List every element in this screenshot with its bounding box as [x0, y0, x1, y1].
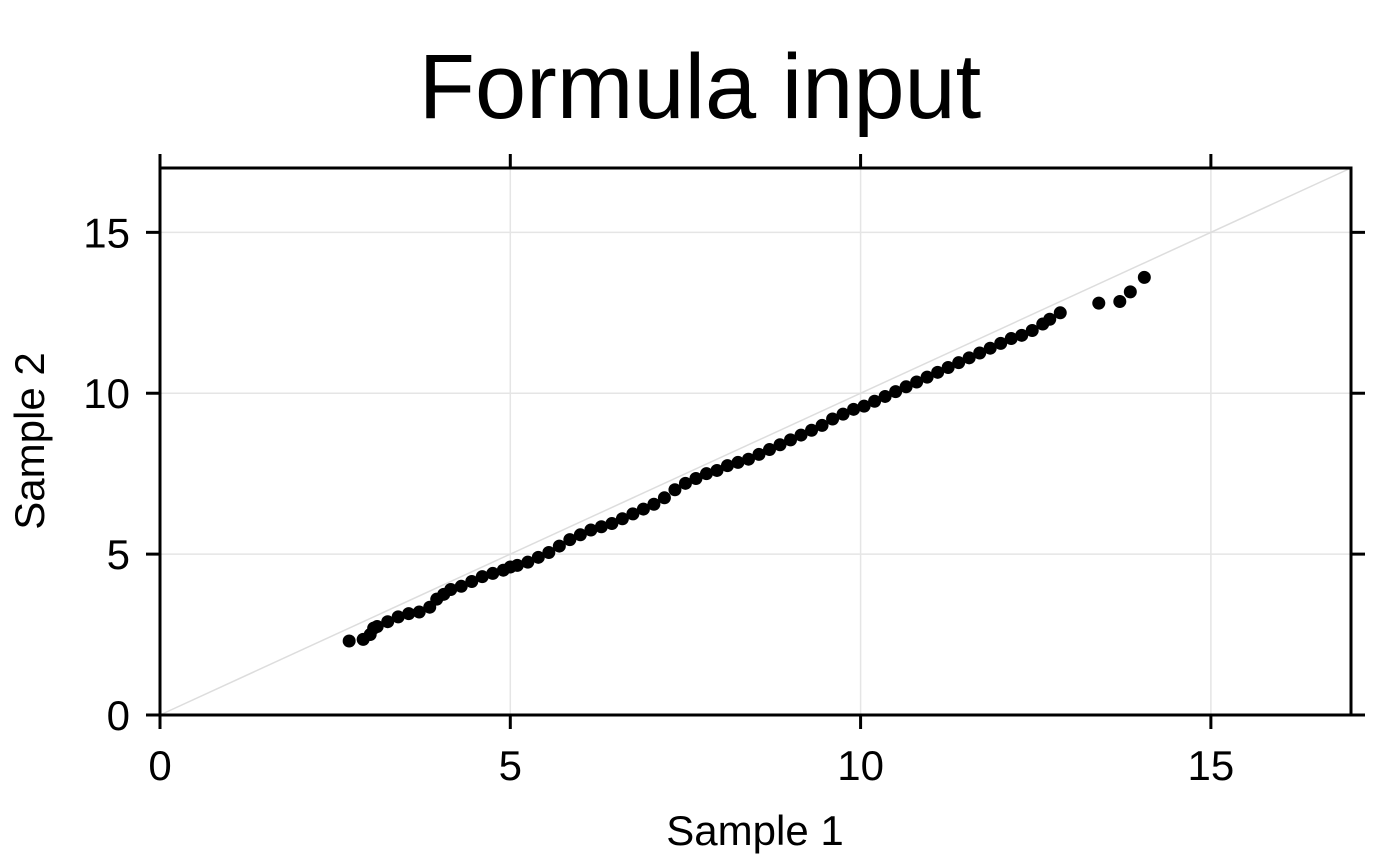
data-point	[763, 443, 777, 457]
data-point	[920, 370, 934, 384]
data-point	[678, 476, 692, 490]
data-point	[342, 634, 356, 648]
data-point	[899, 380, 913, 394]
data-point	[605, 517, 619, 531]
data-point	[636, 502, 650, 516]
data-point	[531, 550, 545, 564]
data-point	[615, 512, 629, 526]
data-point	[370, 620, 384, 634]
data-point	[731, 455, 745, 469]
data-point	[444, 583, 458, 597]
data-point	[962, 351, 976, 365]
data-point	[584, 523, 598, 537]
data-point	[710, 463, 724, 477]
data-point	[815, 418, 829, 432]
data-points	[342, 270, 1151, 648]
data-point	[510, 558, 524, 572]
data-point	[573, 528, 587, 542]
data-point	[402, 607, 416, 621]
data-point	[1053, 306, 1067, 320]
data-point	[465, 574, 479, 588]
data-point	[773, 438, 787, 452]
y-tick-label: 5	[107, 531, 130, 578]
data-point	[657, 491, 671, 505]
data-point	[868, 394, 882, 408]
data-point	[1043, 312, 1057, 326]
y-tick-label: 0	[107, 692, 130, 739]
data-point	[486, 566, 500, 580]
axis-ticks: 0 5 10 15 0 5 10 15	[83, 154, 1365, 789]
data-point	[1004, 332, 1018, 346]
data-point	[1123, 285, 1137, 299]
data-point	[475, 570, 489, 584]
data-point	[878, 389, 892, 403]
data-point	[952, 356, 966, 370]
data-point	[412, 605, 426, 619]
data-point	[857, 399, 871, 413]
data-point	[720, 459, 734, 473]
y-tick-label: 10	[83, 370, 130, 417]
data-point	[391, 610, 405, 624]
data-point	[784, 433, 798, 447]
data-point	[847, 402, 861, 416]
grid	[160, 168, 1351, 715]
chart-title: Formula input	[419, 36, 981, 138]
x-axis-label: Sample 1	[666, 807, 843, 854]
reference-line	[159, 167, 1352, 716]
x-tick-label: 5	[499, 742, 522, 789]
data-point	[941, 360, 955, 374]
data-point	[521, 555, 535, 569]
data-point	[836, 407, 850, 421]
data-point	[889, 385, 903, 399]
data-point	[542, 546, 556, 560]
data-point	[626, 507, 640, 521]
x-tick-label: 0	[148, 742, 171, 789]
data-point	[752, 447, 766, 461]
data-point	[1113, 295, 1127, 309]
data-point	[1092, 296, 1106, 310]
data-point	[931, 365, 945, 379]
data-point	[689, 472, 703, 486]
data-point	[994, 336, 1008, 350]
data-point	[563, 533, 577, 547]
data-point	[454, 579, 468, 593]
y-tick-label: 15	[83, 209, 130, 256]
data-point	[647, 497, 661, 511]
data-point	[973, 346, 987, 360]
data-point	[741, 452, 755, 466]
data-point	[552, 539, 566, 553]
data-point	[1025, 323, 1039, 337]
data-point	[805, 423, 819, 437]
data-point	[594, 520, 608, 534]
data-point	[699, 467, 713, 481]
plot-frame	[158, 166, 1353, 717]
data-point	[381, 615, 395, 629]
y-axis-label: Sample 2	[6, 352, 53, 529]
data-point	[826, 412, 840, 426]
data-point	[983, 341, 997, 355]
data-point	[1015, 328, 1029, 342]
data-point	[1137, 270, 1151, 284]
x-tick-label: 15	[1188, 742, 1235, 789]
x-tick-label: 10	[837, 742, 884, 789]
data-point	[668, 483, 682, 497]
data-point	[910, 375, 924, 389]
data-point	[794, 428, 808, 442]
